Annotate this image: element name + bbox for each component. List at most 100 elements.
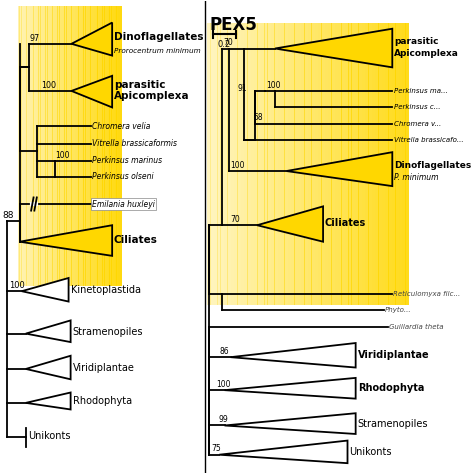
Bar [301,23,305,305]
Bar [47,6,49,286]
Bar [385,23,389,305]
Bar [220,23,224,305]
Bar [104,6,106,286]
Bar [241,23,245,305]
Text: Viridiplantae: Viridiplantae [73,363,135,373]
Bar [271,23,274,305]
Text: Perkinsus c...: Perkinsus c... [393,104,440,110]
Bar [57,6,60,286]
Text: 70: 70 [230,215,240,224]
Bar [106,6,108,286]
Text: 100: 100 [217,380,231,389]
Bar [335,23,338,305]
Text: parasitic: parasitic [394,37,438,46]
Bar [395,23,399,305]
Text: PEX5: PEX5 [209,16,257,34]
Text: 91: 91 [238,84,247,93]
Polygon shape [26,356,71,379]
Bar [358,23,362,305]
Polygon shape [225,413,356,434]
Text: 100: 100 [266,81,281,90]
Text: 86: 86 [219,347,229,356]
Text: Perkinsus olseni: Perkinsus olseni [92,172,154,181]
Bar [281,23,285,305]
Text: Ciliates: Ciliates [325,218,366,228]
Text: 58: 58 [254,113,263,122]
Bar [68,6,70,286]
Bar [331,23,335,305]
Bar [214,23,218,305]
Text: Unikonts: Unikonts [349,447,392,457]
Bar [304,23,308,305]
Bar [251,23,255,305]
Bar [94,6,96,286]
Bar [70,6,72,286]
Bar [63,6,65,286]
Bar [264,23,268,305]
Bar [267,23,271,305]
Text: Stramenopiles: Stramenopiles [358,419,428,429]
Bar [113,6,115,286]
Bar [49,6,51,286]
Bar [294,23,298,305]
Bar [19,6,21,286]
Bar [46,6,47,286]
Bar [23,6,25,286]
Text: 75: 75 [211,444,221,453]
Bar [111,6,113,286]
Text: Ciliates: Ciliates [114,235,158,246]
Text: 100: 100 [9,281,25,290]
Text: 0.2: 0.2 [217,40,230,49]
Bar [345,23,348,305]
Text: Viridiplantae: Viridiplantae [358,350,429,360]
Bar [288,23,292,305]
Bar [382,23,385,305]
Bar [30,6,32,286]
Bar [52,6,55,286]
Bar [33,6,36,286]
Bar [325,23,328,305]
Bar [405,23,409,305]
Bar [311,23,315,305]
Bar [115,6,117,286]
Text: Dinoflagellates: Dinoflagellates [114,32,203,42]
Polygon shape [72,76,112,108]
Bar [44,6,46,286]
Bar [59,6,61,286]
Text: Vitrella brassicaformis: Vitrella brassicaformis [92,139,177,148]
Bar [75,6,77,286]
Bar [274,23,278,305]
Text: Kinetoplastida: Kinetoplastida [71,285,141,295]
Text: Chromera velia: Chromera velia [92,122,151,131]
Bar [108,6,110,286]
Bar [83,6,86,286]
Bar [82,6,84,286]
Bar [217,23,221,305]
Bar [66,6,68,286]
Polygon shape [275,29,392,67]
Bar [378,23,382,305]
Text: 99: 99 [218,415,228,424]
Bar [87,6,89,286]
Text: 100: 100 [55,151,70,160]
Bar [91,6,92,286]
Text: Stramenopiles: Stramenopiles [73,327,143,337]
Text: Reticulomyxa filc...: Reticulomyxa filc... [393,291,460,297]
Bar [207,23,211,305]
Bar [54,6,56,286]
Bar [92,6,94,286]
Bar [56,6,58,286]
Bar [362,23,365,305]
Bar [71,6,73,286]
Bar [38,6,41,286]
Bar [237,23,241,305]
Polygon shape [257,206,323,242]
Bar [278,23,282,305]
Bar [96,6,98,286]
Bar [18,6,20,286]
Bar [40,6,42,286]
Bar [355,23,359,305]
Bar [284,23,288,305]
Bar [261,23,264,305]
Polygon shape [26,392,71,410]
